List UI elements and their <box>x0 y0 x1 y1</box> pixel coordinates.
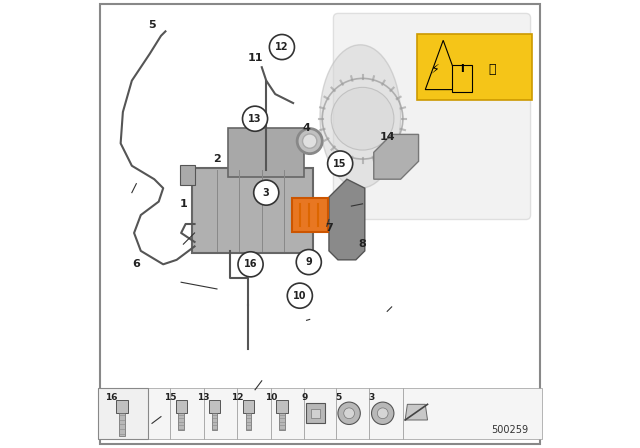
Bar <box>311 409 320 418</box>
Text: 1: 1 <box>179 199 188 209</box>
Circle shape <box>243 106 268 131</box>
Circle shape <box>378 408 388 418</box>
Bar <box>119 413 125 435</box>
Bar <box>99 388 541 439</box>
Polygon shape <box>425 40 461 90</box>
Bar <box>276 400 287 413</box>
Polygon shape <box>405 404 428 420</box>
Text: 3: 3 <box>263 188 269 198</box>
Circle shape <box>287 283 312 308</box>
Circle shape <box>296 250 321 275</box>
Bar <box>246 413 251 430</box>
Text: 5: 5 <box>148 20 156 30</box>
Bar <box>306 403 325 423</box>
Text: 13: 13 <box>248 114 262 124</box>
Circle shape <box>253 180 279 205</box>
Text: 12: 12 <box>231 393 243 402</box>
Text: 5: 5 <box>335 393 341 402</box>
Text: 14: 14 <box>380 132 395 142</box>
Circle shape <box>303 134 317 148</box>
Bar <box>243 400 254 413</box>
Bar <box>452 65 472 92</box>
Circle shape <box>238 252 263 277</box>
Circle shape <box>269 34 294 60</box>
Polygon shape <box>329 179 365 260</box>
Bar <box>99 388 148 439</box>
FancyBboxPatch shape <box>100 4 540 444</box>
Text: 16: 16 <box>244 259 257 269</box>
Bar <box>209 400 220 413</box>
Circle shape <box>328 151 353 176</box>
Text: 12: 12 <box>275 42 289 52</box>
Text: 10: 10 <box>264 393 277 402</box>
Text: ⚡: ⚡ <box>431 63 440 76</box>
Text: 13: 13 <box>197 393 210 402</box>
FancyBboxPatch shape <box>180 165 195 185</box>
FancyBboxPatch shape <box>192 168 314 253</box>
Circle shape <box>344 408 355 418</box>
Text: 15: 15 <box>164 393 176 402</box>
Ellipse shape <box>320 45 401 188</box>
Text: 8: 8 <box>358 239 367 249</box>
Text: 16: 16 <box>104 393 117 402</box>
Circle shape <box>372 402 394 425</box>
Text: 15: 15 <box>333 159 347 168</box>
Text: 11: 11 <box>247 53 263 63</box>
Text: 7: 7 <box>325 224 333 233</box>
FancyBboxPatch shape <box>417 34 532 100</box>
Bar <box>179 413 184 430</box>
Text: 6: 6 <box>132 259 140 269</box>
Text: 10: 10 <box>293 291 307 301</box>
Bar <box>116 400 127 413</box>
Bar <box>212 413 218 430</box>
Text: 9: 9 <box>301 393 307 402</box>
Text: 9: 9 <box>305 257 312 267</box>
Bar <box>279 413 285 430</box>
Circle shape <box>297 129 323 154</box>
Text: i: i <box>461 65 465 74</box>
Text: 3: 3 <box>369 393 374 402</box>
Circle shape <box>332 87 394 150</box>
Polygon shape <box>374 134 419 179</box>
Bar <box>175 400 187 413</box>
Text: 🧤: 🧤 <box>489 63 496 76</box>
Text: 2: 2 <box>213 154 221 164</box>
FancyBboxPatch shape <box>333 13 531 220</box>
Circle shape <box>338 402 360 425</box>
FancyBboxPatch shape <box>292 198 328 232</box>
FancyBboxPatch shape <box>228 128 305 177</box>
Text: 4: 4 <box>303 123 310 133</box>
Text: 500259: 500259 <box>491 426 529 435</box>
